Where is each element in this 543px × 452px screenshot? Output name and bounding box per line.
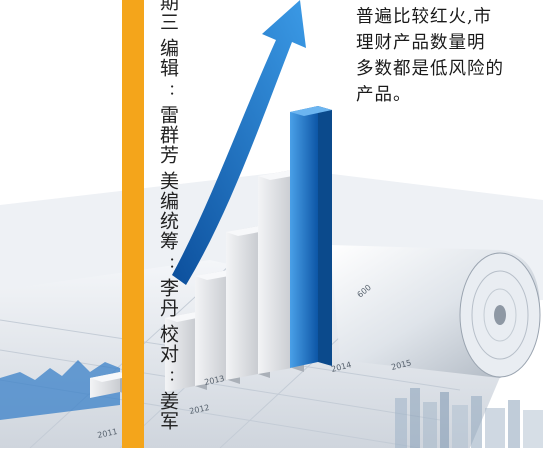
- city-reflection: [395, 388, 543, 448]
- bar-6-blue: [290, 106, 332, 368]
- proof-label: 校对: [157, 324, 179, 364]
- paragraph-line-1: 普遍比较红火,市: [356, 7, 493, 27]
- paragraph-line-3: 多数都是低风险的: [356, 59, 504, 79]
- design-label: 美编统筹: [157, 171, 179, 251]
- axis-label-2011: 2011: [97, 427, 119, 440]
- axis-label-2012: 2012: [189, 403, 211, 416]
- paragraph-line-4: 产品。: [356, 85, 412, 105]
- rising-arrow: [172, 0, 306, 285]
- editor-name: 雷群芳: [157, 105, 179, 165]
- editor-label: 编辑: [157, 38, 179, 78]
- colon-separator: ：: [160, 370, 176, 385]
- orange-side-band: [122, 0, 144, 448]
- colon-separator: ：: [160, 257, 176, 272]
- design-name: 李丹: [157, 278, 179, 318]
- body-paragraph: 普遍比较红火,市 理财产品数量明 多数都是低风险的 产品。: [356, 4, 543, 108]
- issue-label: 期三: [157, 0, 179, 32]
- paragraph-line-2: 理财产品数量明: [356, 33, 486, 53]
- credits-column: 期三 编辑 ： 雷群芳 美编统筹 ： 李丹 校对 ： 姜军: [150, 0, 186, 448]
- colon-separator: ：: [160, 84, 176, 99]
- blue-wave-graph: [0, 360, 120, 420]
- axis-label-2013: 2013: [204, 374, 226, 387]
- proof-name: 姜军: [157, 391, 179, 431]
